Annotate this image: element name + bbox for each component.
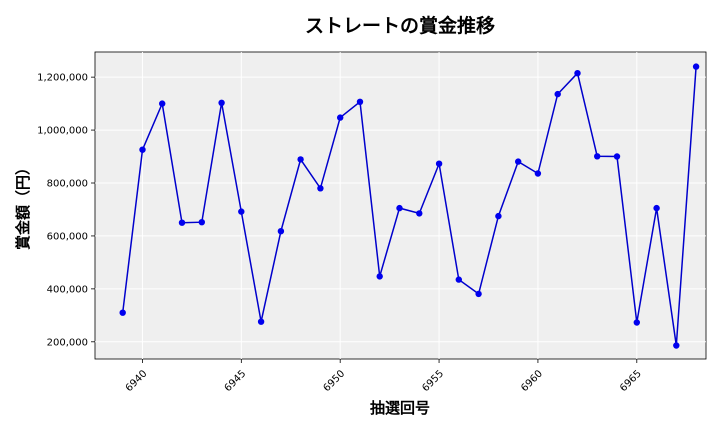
chart-title: ストレートの賞金推移 — [305, 14, 495, 37]
y-tick-label: 600,000 — [47, 231, 88, 242]
data-point — [257, 318, 265, 325]
y-tick-label: 800,000 — [47, 179, 88, 190]
data-point — [337, 114, 344, 121]
y-axis-label: 賞金額（円） — [14, 160, 32, 250]
data-point — [633, 319, 640, 326]
y-tick-label: 400,000 — [47, 284, 88, 295]
data-point — [198, 219, 205, 226]
data-point — [238, 208, 245, 215]
data-point — [673, 342, 680, 349]
data-point — [119, 309, 126, 316]
y-tick-label: 1,000,000 — [37, 126, 88, 137]
series-line — [121, 66, 697, 346]
x-tick-label: 6950 — [321, 368, 347, 394]
data-point — [653, 204, 660, 212]
data-point — [317, 185, 324, 192]
data-point — [416, 210, 423, 217]
data-point — [178, 219, 186, 226]
y-tick-label: 1,200,000 — [37, 73, 88, 84]
data-point — [495, 212, 502, 220]
series-group — [119, 63, 700, 349]
x-tick-label: 6955 — [420, 368, 446, 394]
data-point — [297, 156, 304, 163]
data-point — [554, 90, 561, 98]
grid-lines — [95, 52, 706, 359]
data-point — [277, 228, 285, 235]
data-point — [613, 153, 621, 160]
data-point — [218, 99, 225, 107]
x-tick-label: 6945 — [223, 368, 249, 394]
data-point — [159, 100, 166, 107]
x-tick-label: 6960 — [519, 368, 545, 394]
data-point — [594, 153, 601, 160]
x-tick-label: 6965 — [618, 368, 644, 394]
data-point — [376, 273, 383, 280]
data-point — [139, 146, 146, 153]
data-point — [435, 160, 443, 167]
y-axis-ticks: 200,000 400,000 600,000 800,000 1,000,000 1,2… — [37, 73, 95, 348]
x-tick-label: 6940 — [124, 368, 150, 394]
data-point — [396, 204, 403, 212]
data-point — [574, 70, 581, 77]
data-point — [534, 170, 542, 177]
y-tick-label: 200,000 — [47, 337, 88, 348]
x-axis-label: 抽選回号 — [370, 399, 430, 417]
data-point — [475, 290, 482, 298]
data-point — [515, 158, 522, 165]
x-axis-ticks: 6940 6945 6950 6955 6960 6965 — [124, 359, 644, 394]
data-point — [356, 98, 364, 106]
data-point — [692, 63, 700, 70]
data-point — [455, 276, 462, 283]
